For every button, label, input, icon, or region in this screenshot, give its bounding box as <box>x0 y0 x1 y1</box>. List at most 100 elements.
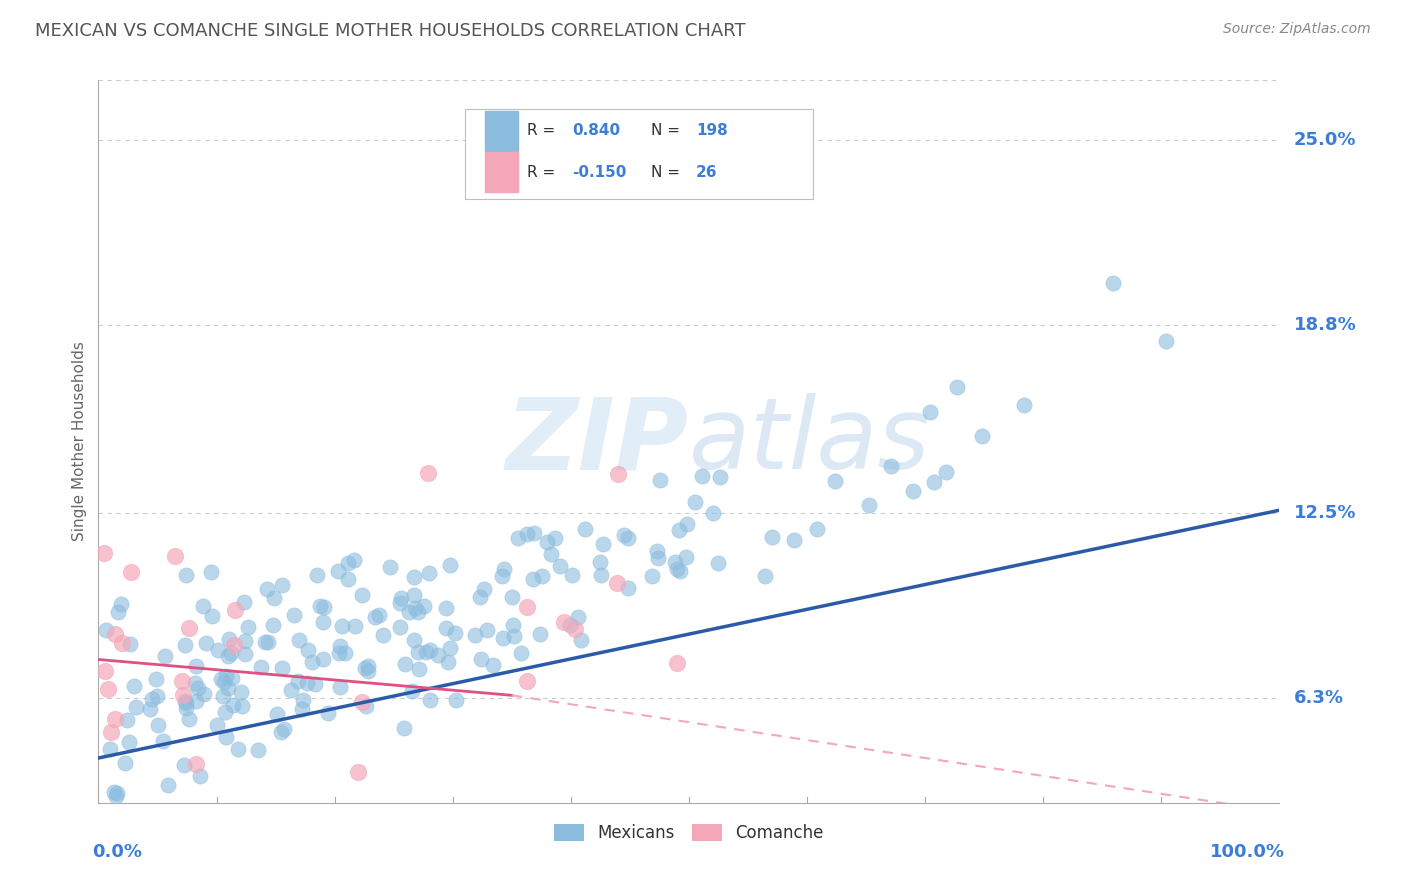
Point <box>444 693 467 707</box>
Point <box>665 561 688 575</box>
Point <box>238 620 260 634</box>
Point <box>434 621 457 635</box>
Point <box>215 669 238 683</box>
Point <box>879 458 901 473</box>
Point <box>207 643 229 657</box>
Point <box>120 565 142 579</box>
Point <box>418 566 440 581</box>
Point <box>824 474 846 488</box>
Point <box>250 660 273 674</box>
Legend: Mexicans, Comanche: Mexicans, Comanche <box>548 817 830 848</box>
Text: 26: 26 <box>696 164 717 179</box>
Point <box>567 610 589 624</box>
Text: N =: N = <box>651 123 685 138</box>
Point <box>187 681 209 695</box>
Point <box>214 705 236 719</box>
Point <box>506 531 529 545</box>
Point <box>177 713 200 727</box>
Point <box>173 639 195 653</box>
Point <box>591 568 613 582</box>
Text: 100.0%: 100.0% <box>1211 843 1285 861</box>
Point <box>648 473 671 487</box>
Point <box>200 565 222 579</box>
Point <box>544 531 567 545</box>
Point <box>389 596 412 610</box>
Point <box>408 661 430 675</box>
Point <box>122 679 145 693</box>
Point <box>806 522 828 536</box>
Text: 6.3%: 6.3% <box>1294 690 1344 707</box>
Point <box>100 725 122 739</box>
Point <box>328 646 350 660</box>
Point <box>212 690 235 704</box>
Point <box>501 591 523 605</box>
Point <box>312 652 335 666</box>
Point <box>271 578 294 592</box>
Point <box>617 532 640 546</box>
Point <box>550 558 572 573</box>
Point <box>330 618 353 632</box>
Point <box>222 698 245 712</box>
Point <box>110 597 132 611</box>
Point <box>475 624 498 638</box>
Point <box>553 615 575 630</box>
Point <box>328 564 350 578</box>
Point <box>153 649 176 664</box>
Point <box>350 695 373 709</box>
Point <box>427 648 450 663</box>
Point <box>329 680 352 694</box>
Point <box>675 550 697 565</box>
Point <box>529 627 551 641</box>
Point <box>901 483 924 498</box>
Point <box>946 380 969 394</box>
Point <box>516 600 538 615</box>
Point <box>291 701 314 715</box>
Point <box>247 743 270 757</box>
Point <box>356 659 378 673</box>
Point <box>218 632 240 647</box>
Point <box>226 742 249 756</box>
Point <box>347 765 370 780</box>
Point <box>402 588 425 602</box>
Point <box>761 530 783 544</box>
Point <box>224 603 246 617</box>
Point <box>388 620 411 634</box>
Point <box>193 599 215 614</box>
Point <box>93 546 115 560</box>
Point <box>257 635 280 649</box>
Point <box>413 599 436 613</box>
Text: 0.0%: 0.0% <box>93 843 142 861</box>
Point <box>404 601 426 615</box>
Point <box>389 591 412 605</box>
Point <box>394 721 416 735</box>
Point <box>668 523 690 537</box>
Point <box>970 429 993 443</box>
Point <box>270 725 292 739</box>
Point <box>690 468 713 483</box>
Point <box>104 830 127 845</box>
Point <box>174 567 197 582</box>
Point <box>357 664 380 678</box>
Point <box>378 560 401 574</box>
Point <box>193 687 215 701</box>
Y-axis label: Single Mother Households: Single Mother Households <box>72 342 87 541</box>
Text: ZIP: ZIP <box>506 393 689 490</box>
Bar <box>485 153 517 192</box>
Text: atlas: atlas <box>689 393 931 490</box>
Text: 12.5%: 12.5% <box>1294 504 1357 522</box>
Point <box>364 610 387 624</box>
Point <box>647 550 669 565</box>
Point <box>354 661 377 675</box>
Point <box>470 651 492 665</box>
Point <box>418 467 440 481</box>
Point <box>301 655 323 669</box>
Point <box>280 683 302 698</box>
Point <box>262 618 284 632</box>
Point <box>574 521 596 535</box>
Point <box>707 556 730 570</box>
Point <box>145 673 167 687</box>
Point <box>401 684 423 698</box>
Point <box>606 575 628 590</box>
Point <box>406 645 429 659</box>
Point <box>188 769 211 783</box>
